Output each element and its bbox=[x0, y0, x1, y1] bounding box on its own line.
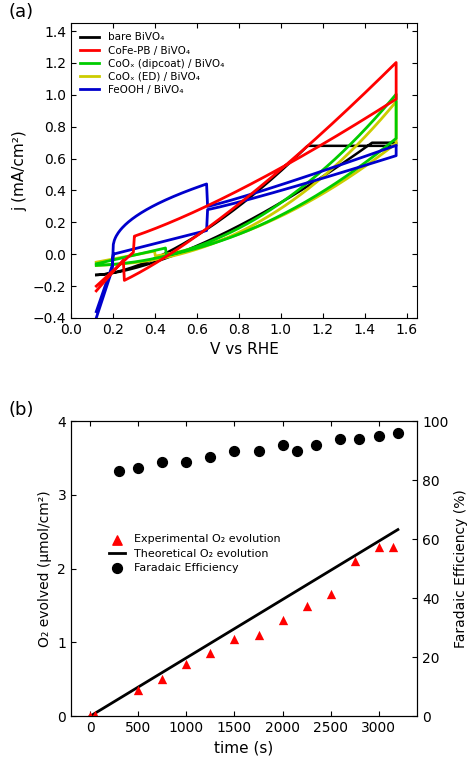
Point bbox=[255, 444, 262, 457]
Point bbox=[293, 444, 301, 457]
Point bbox=[394, 427, 401, 439]
Point bbox=[375, 430, 383, 442]
Point bbox=[356, 433, 363, 445]
Point bbox=[135, 462, 142, 474]
Point bbox=[159, 673, 166, 685]
Point bbox=[231, 444, 238, 457]
Point bbox=[159, 457, 166, 469]
Text: (b): (b) bbox=[9, 401, 34, 420]
Point bbox=[389, 541, 397, 553]
Point bbox=[327, 588, 334, 601]
Point bbox=[279, 439, 286, 451]
Point bbox=[207, 450, 214, 463]
Point bbox=[135, 684, 142, 696]
Point bbox=[312, 439, 320, 451]
Legend: Experimental O₂ evolution, Theoretical O₂ evolution, Faradaic Efficiency: Experimental O₂ evolution, Theoretical O… bbox=[104, 530, 285, 578]
Point bbox=[375, 541, 383, 553]
Point bbox=[231, 632, 238, 644]
Legend: bare BiVO₄, CoFe-PB / BiVO₄, CoOₓ (dipcoat) / BiVO₄, CoOₓ (ED) / BiVO₄, FeOOH / : bare BiVO₄, CoFe-PB / BiVO₄, CoOₓ (dipco… bbox=[76, 28, 228, 99]
Point bbox=[182, 457, 190, 469]
Point bbox=[255, 629, 262, 641]
Point bbox=[303, 599, 310, 611]
Text: (a): (a) bbox=[9, 3, 34, 22]
Point bbox=[279, 614, 286, 627]
Point bbox=[207, 648, 214, 660]
Point bbox=[351, 555, 358, 567]
Point bbox=[182, 658, 190, 671]
Point bbox=[337, 433, 344, 445]
Y-axis label: Faradaic Efficiency (%): Faradaic Efficiency (%) bbox=[454, 489, 468, 648]
X-axis label: V vs RHE: V vs RHE bbox=[210, 343, 279, 357]
Point bbox=[115, 465, 123, 477]
Y-axis label: j (mA/cm²): j (mA/cm²) bbox=[12, 130, 27, 211]
Y-axis label: O₂ evolved (μmol/cm²): O₂ evolved (μmol/cm²) bbox=[38, 490, 52, 647]
Point bbox=[91, 708, 99, 721]
Point bbox=[87, 710, 94, 722]
X-axis label: time (s): time (s) bbox=[214, 741, 274, 755]
